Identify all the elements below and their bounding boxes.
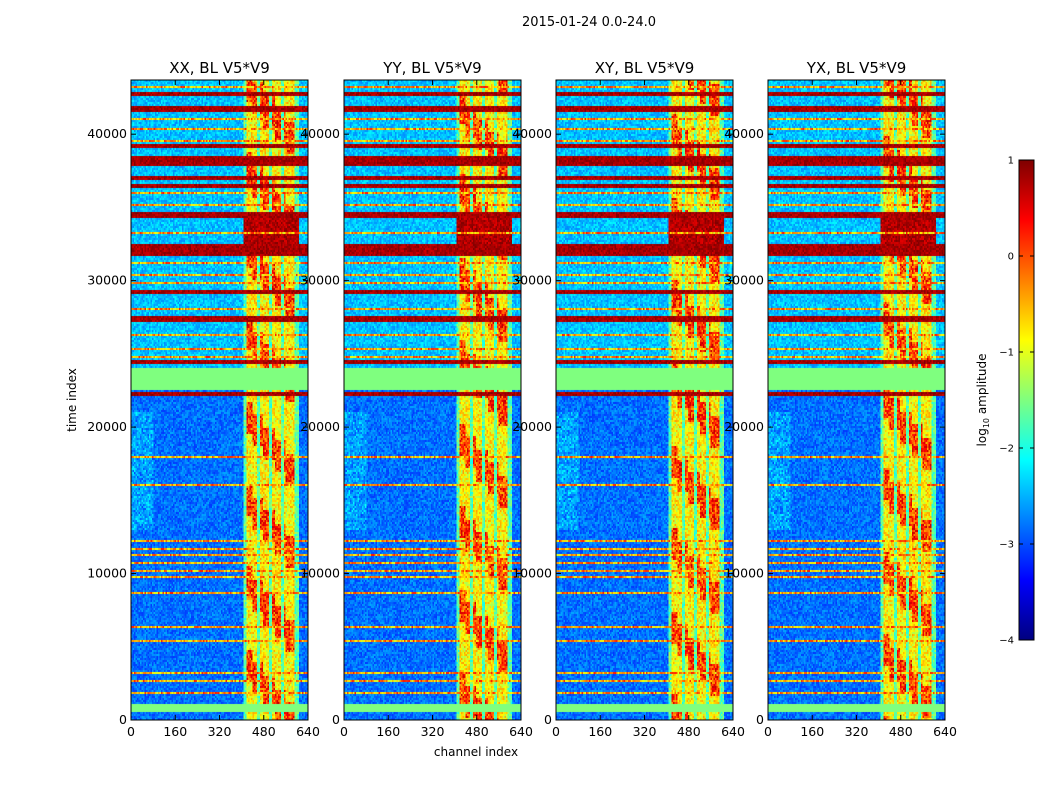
y-tick-label: 0 bbox=[544, 712, 552, 727]
colorbar-tick-label: −3 bbox=[999, 540, 1014, 551]
y-tick-label: 0 bbox=[332, 712, 340, 727]
x-tick-label: 0 bbox=[340, 724, 348, 739]
x-tick-label: 0 bbox=[552, 724, 560, 739]
panel-title: YY, BL V5*V9 bbox=[382, 59, 481, 77]
panel: YX, BL V5*V9 0 160 320 480 640 0 10000 20000 3000… bbox=[724, 59, 957, 739]
x-tick-label: 480 bbox=[465, 724, 489, 739]
y-tick-label: 40000 bbox=[300, 126, 340, 141]
colorbar-tick-label: 1 bbox=[1008, 156, 1014, 167]
y-tick-label: 30000 bbox=[300, 273, 340, 288]
colorbar-ticks: 1 0 −1 −2 −3 −4 bbox=[999, 156, 1034, 647]
colorbar-tick-label: 0 bbox=[1008, 252, 1014, 263]
colorbar: 10−1−2−3−4 log10 amplitude bbox=[975, 156, 1035, 647]
x-tick-label: 320 bbox=[633, 724, 657, 739]
figure-suptitle: 2015-01-24 0.0-24.0 bbox=[522, 15, 656, 30]
colorbar-gradient bbox=[1018, 159, 1035, 641]
y-tick-label: 20000 bbox=[300, 419, 340, 434]
panels: XX, BL V5*V9 0 160 320 480 640 0 10000 20000 3000… bbox=[87, 59, 957, 739]
x-tick-label: 160 bbox=[800, 724, 824, 739]
y-tick-label: 20000 bbox=[87, 419, 127, 434]
y-tick-label: 10000 bbox=[87, 566, 127, 581]
y-tick-label: 0 bbox=[119, 712, 127, 727]
panel: XX, BL V5*V9 0 160 320 480 640 0 10000 20000 3000… bbox=[87, 59, 320, 739]
y-tick-label: 20000 bbox=[512, 419, 552, 434]
y-tick-label: 20000 bbox=[724, 419, 764, 434]
heatmap-image bbox=[556, 80, 733, 720]
panel-title: XY, BL V5*V9 bbox=[595, 59, 695, 77]
x-tick-label: 640 bbox=[296, 724, 320, 739]
x-tick-label: 0 bbox=[764, 724, 772, 739]
y-tick-label: 40000 bbox=[512, 126, 552, 141]
x-tick-label: 160 bbox=[376, 724, 400, 739]
heatmap-image bbox=[768, 80, 945, 720]
y-tick-label: 0 bbox=[756, 712, 764, 727]
panel-title: XX, BL V5*V9 bbox=[169, 59, 270, 77]
heatmap-image bbox=[344, 80, 521, 720]
y-tick-label: 10000 bbox=[512, 566, 552, 581]
x-tick-label: 640 bbox=[721, 724, 745, 739]
colorbar-label: log10 amplitude bbox=[975, 354, 991, 447]
x-tick-label: 480 bbox=[252, 724, 276, 739]
panel: YY, BL V5*V9 0 160 320 480 640 0 10000 20000 3000… bbox=[300, 59, 533, 739]
x-tick-label: 320 bbox=[421, 724, 445, 739]
colorbar-tick-label: −4 bbox=[999, 636, 1014, 647]
colorbar-tick-label: −1 bbox=[999, 348, 1014, 359]
x-tick-label: 320 bbox=[208, 724, 232, 739]
y-tick-label: 10000 bbox=[724, 566, 764, 581]
x-tick-label: 320 bbox=[845, 724, 869, 739]
x-tick-label: 480 bbox=[677, 724, 701, 739]
x-tick-label: 160 bbox=[588, 724, 612, 739]
x-tick-label: 480 bbox=[889, 724, 913, 739]
x-tick-label: 0 bbox=[127, 724, 135, 739]
x-tick-label: 640 bbox=[933, 724, 957, 739]
x-axis-label: channel index bbox=[434, 745, 518, 759]
panel: XY, BL V5*V9 0 160 320 480 640 0 10000 20000 3000… bbox=[512, 59, 745, 739]
colorbar-tick-label: −2 bbox=[999, 444, 1014, 455]
y-tick-label: 30000 bbox=[512, 273, 552, 288]
x-tick-label: 640 bbox=[509, 724, 533, 739]
y-tick-label: 30000 bbox=[87, 273, 127, 288]
y-axis-label: time index bbox=[65, 368, 79, 432]
colorbar-label-subscript: 10 bbox=[982, 418, 991, 428]
y-tick-label: 40000 bbox=[724, 126, 764, 141]
y-tick-label: 40000 bbox=[87, 126, 127, 141]
y-tick-label: 30000 bbox=[724, 273, 764, 288]
heatmap-image bbox=[131, 80, 308, 720]
x-tick-label: 160 bbox=[163, 724, 187, 739]
y-tick-label: 10000 bbox=[300, 566, 340, 581]
panel-title: YX, BL V5*V9 bbox=[806, 59, 907, 77]
